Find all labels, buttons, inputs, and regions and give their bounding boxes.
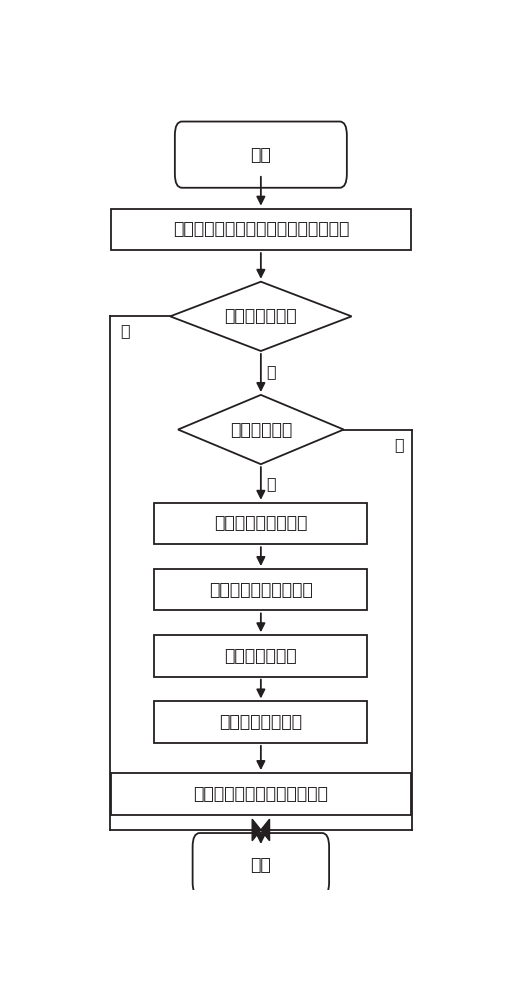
Polygon shape (170, 282, 352, 351)
Text: 是: 是 (266, 476, 276, 491)
Bar (154, 569, 367, 610)
Text: 计算机械零点偏差値: 计算机械零点偏差値 (214, 514, 307, 532)
Polygon shape (261, 819, 270, 841)
Bar (154, 503, 367, 544)
Bar (154, 635, 367, 677)
Text: 计算编码器零点偏差値: 计算编码器零点偏差値 (209, 581, 313, 599)
Text: 开始: 开始 (250, 146, 271, 164)
Text: 计算脉冲偏置量: 计算脉冲偏置量 (224, 647, 297, 665)
Text: 否: 否 (394, 437, 404, 452)
Text: 是: 是 (266, 364, 276, 379)
Bar (111, 209, 411, 250)
Bar (111, 773, 411, 815)
Text: 运行过程中自动进行脉冲偏置: 运行过程中自动进行脉冲偏置 (193, 785, 328, 803)
FancyBboxPatch shape (175, 122, 347, 188)
Text: 获取断电前及重新上电时各轴编码器値: 获取断电前及重新上电时各轴编码器値 (173, 220, 349, 238)
Text: 提示零点校正成功: 提示零点校正成功 (219, 713, 302, 731)
Text: 否: 否 (120, 323, 130, 338)
Bar (154, 701, 367, 743)
Polygon shape (252, 819, 261, 841)
Polygon shape (178, 395, 344, 464)
FancyBboxPatch shape (192, 833, 329, 896)
Text: 机器人零点丢失: 机器人零点丢失 (224, 307, 297, 325)
Text: 结束: 结束 (250, 856, 271, 874)
Text: 进行零点校准: 进行零点校准 (230, 421, 292, 439)
